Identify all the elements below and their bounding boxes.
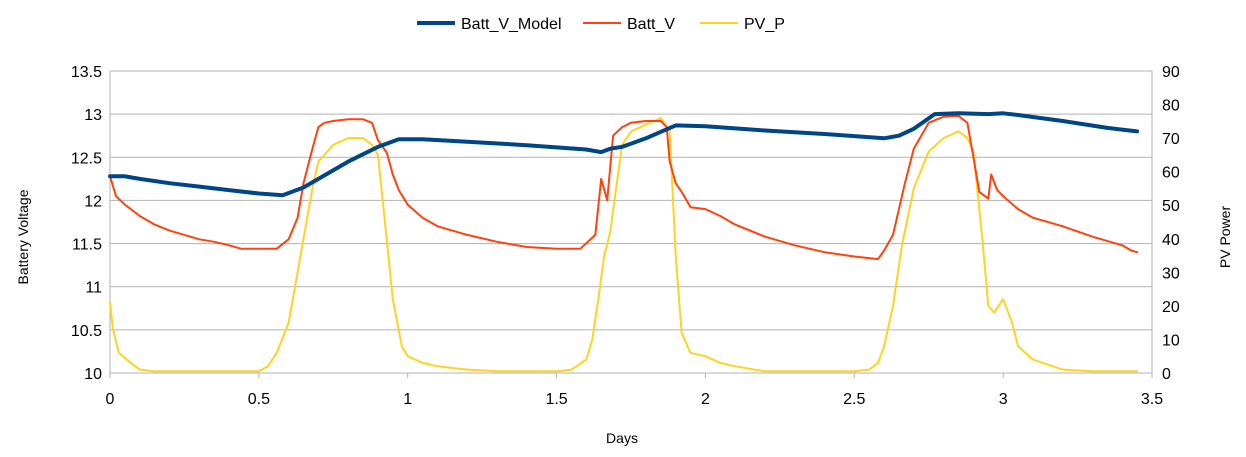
x-tick-label: 2 bbox=[701, 391, 710, 408]
y-right-tick-label: 50 bbox=[1162, 198, 1180, 215]
y-axis-left-title: Battery Voltage bbox=[15, 189, 31, 284]
legend: Batt_V_Model Batt_V PV_P bbox=[417, 16, 785, 33]
x-tick-label: 0.5 bbox=[248, 391, 270, 408]
y-left-tick-label: 10 bbox=[84, 366, 102, 383]
ticks: 1010.51111.51212.51313.50102030405060708… bbox=[71, 64, 1180, 408]
x-tick-label: 2.5 bbox=[843, 391, 865, 408]
y-axis-right-title: PV Power bbox=[1217, 206, 1233, 269]
x-tick-label: 0 bbox=[106, 391, 115, 408]
x-tick-label: 3 bbox=[999, 391, 1008, 408]
y-left-tick-label: 12.5 bbox=[71, 150, 102, 167]
legend-label: Batt_V bbox=[627, 16, 675, 33]
x-tick-label: 1.5 bbox=[545, 391, 567, 408]
y-left-tick-label: 13.5 bbox=[71, 64, 102, 81]
y-left-tick-label: 13 bbox=[84, 107, 102, 124]
x-tick-label: 1 bbox=[403, 391, 412, 408]
legend-label: Batt_V_Model bbox=[461, 16, 562, 33]
y-right-tick-label: 90 bbox=[1162, 64, 1180, 81]
series-layer bbox=[108, 111, 1140, 373]
y-right-tick-label: 0 bbox=[1162, 366, 1171, 383]
y-right-tick-label: 40 bbox=[1162, 232, 1180, 249]
x-axis-title: Days bbox=[606, 430, 638, 446]
series-line-pv-p bbox=[109, 117, 1139, 373]
y-left-tick-label: 10.5 bbox=[71, 323, 102, 340]
grid bbox=[109, 70, 1153, 378]
y-right-tick-label: 20 bbox=[1162, 299, 1180, 316]
series-line-batt-v bbox=[109, 114, 1139, 261]
y-right-tick-label: 70 bbox=[1162, 131, 1180, 148]
y-right-tick-label: 60 bbox=[1162, 165, 1180, 182]
y-right-tick-label: 80 bbox=[1162, 98, 1180, 115]
series-line-batt-v-model bbox=[108, 111, 1140, 198]
y-left-tick-label: 11 bbox=[85, 280, 102, 297]
y-left-tick-label: 11.5 bbox=[72, 237, 102, 254]
y-right-tick-label: 10 bbox=[1162, 332, 1180, 349]
x-tick-label: 3.5 bbox=[1141, 391, 1163, 408]
y-left-tick-label: 12 bbox=[84, 193, 102, 210]
y-right-tick-label: 30 bbox=[1162, 265, 1180, 282]
legend-label: PV_P bbox=[744, 16, 785, 33]
